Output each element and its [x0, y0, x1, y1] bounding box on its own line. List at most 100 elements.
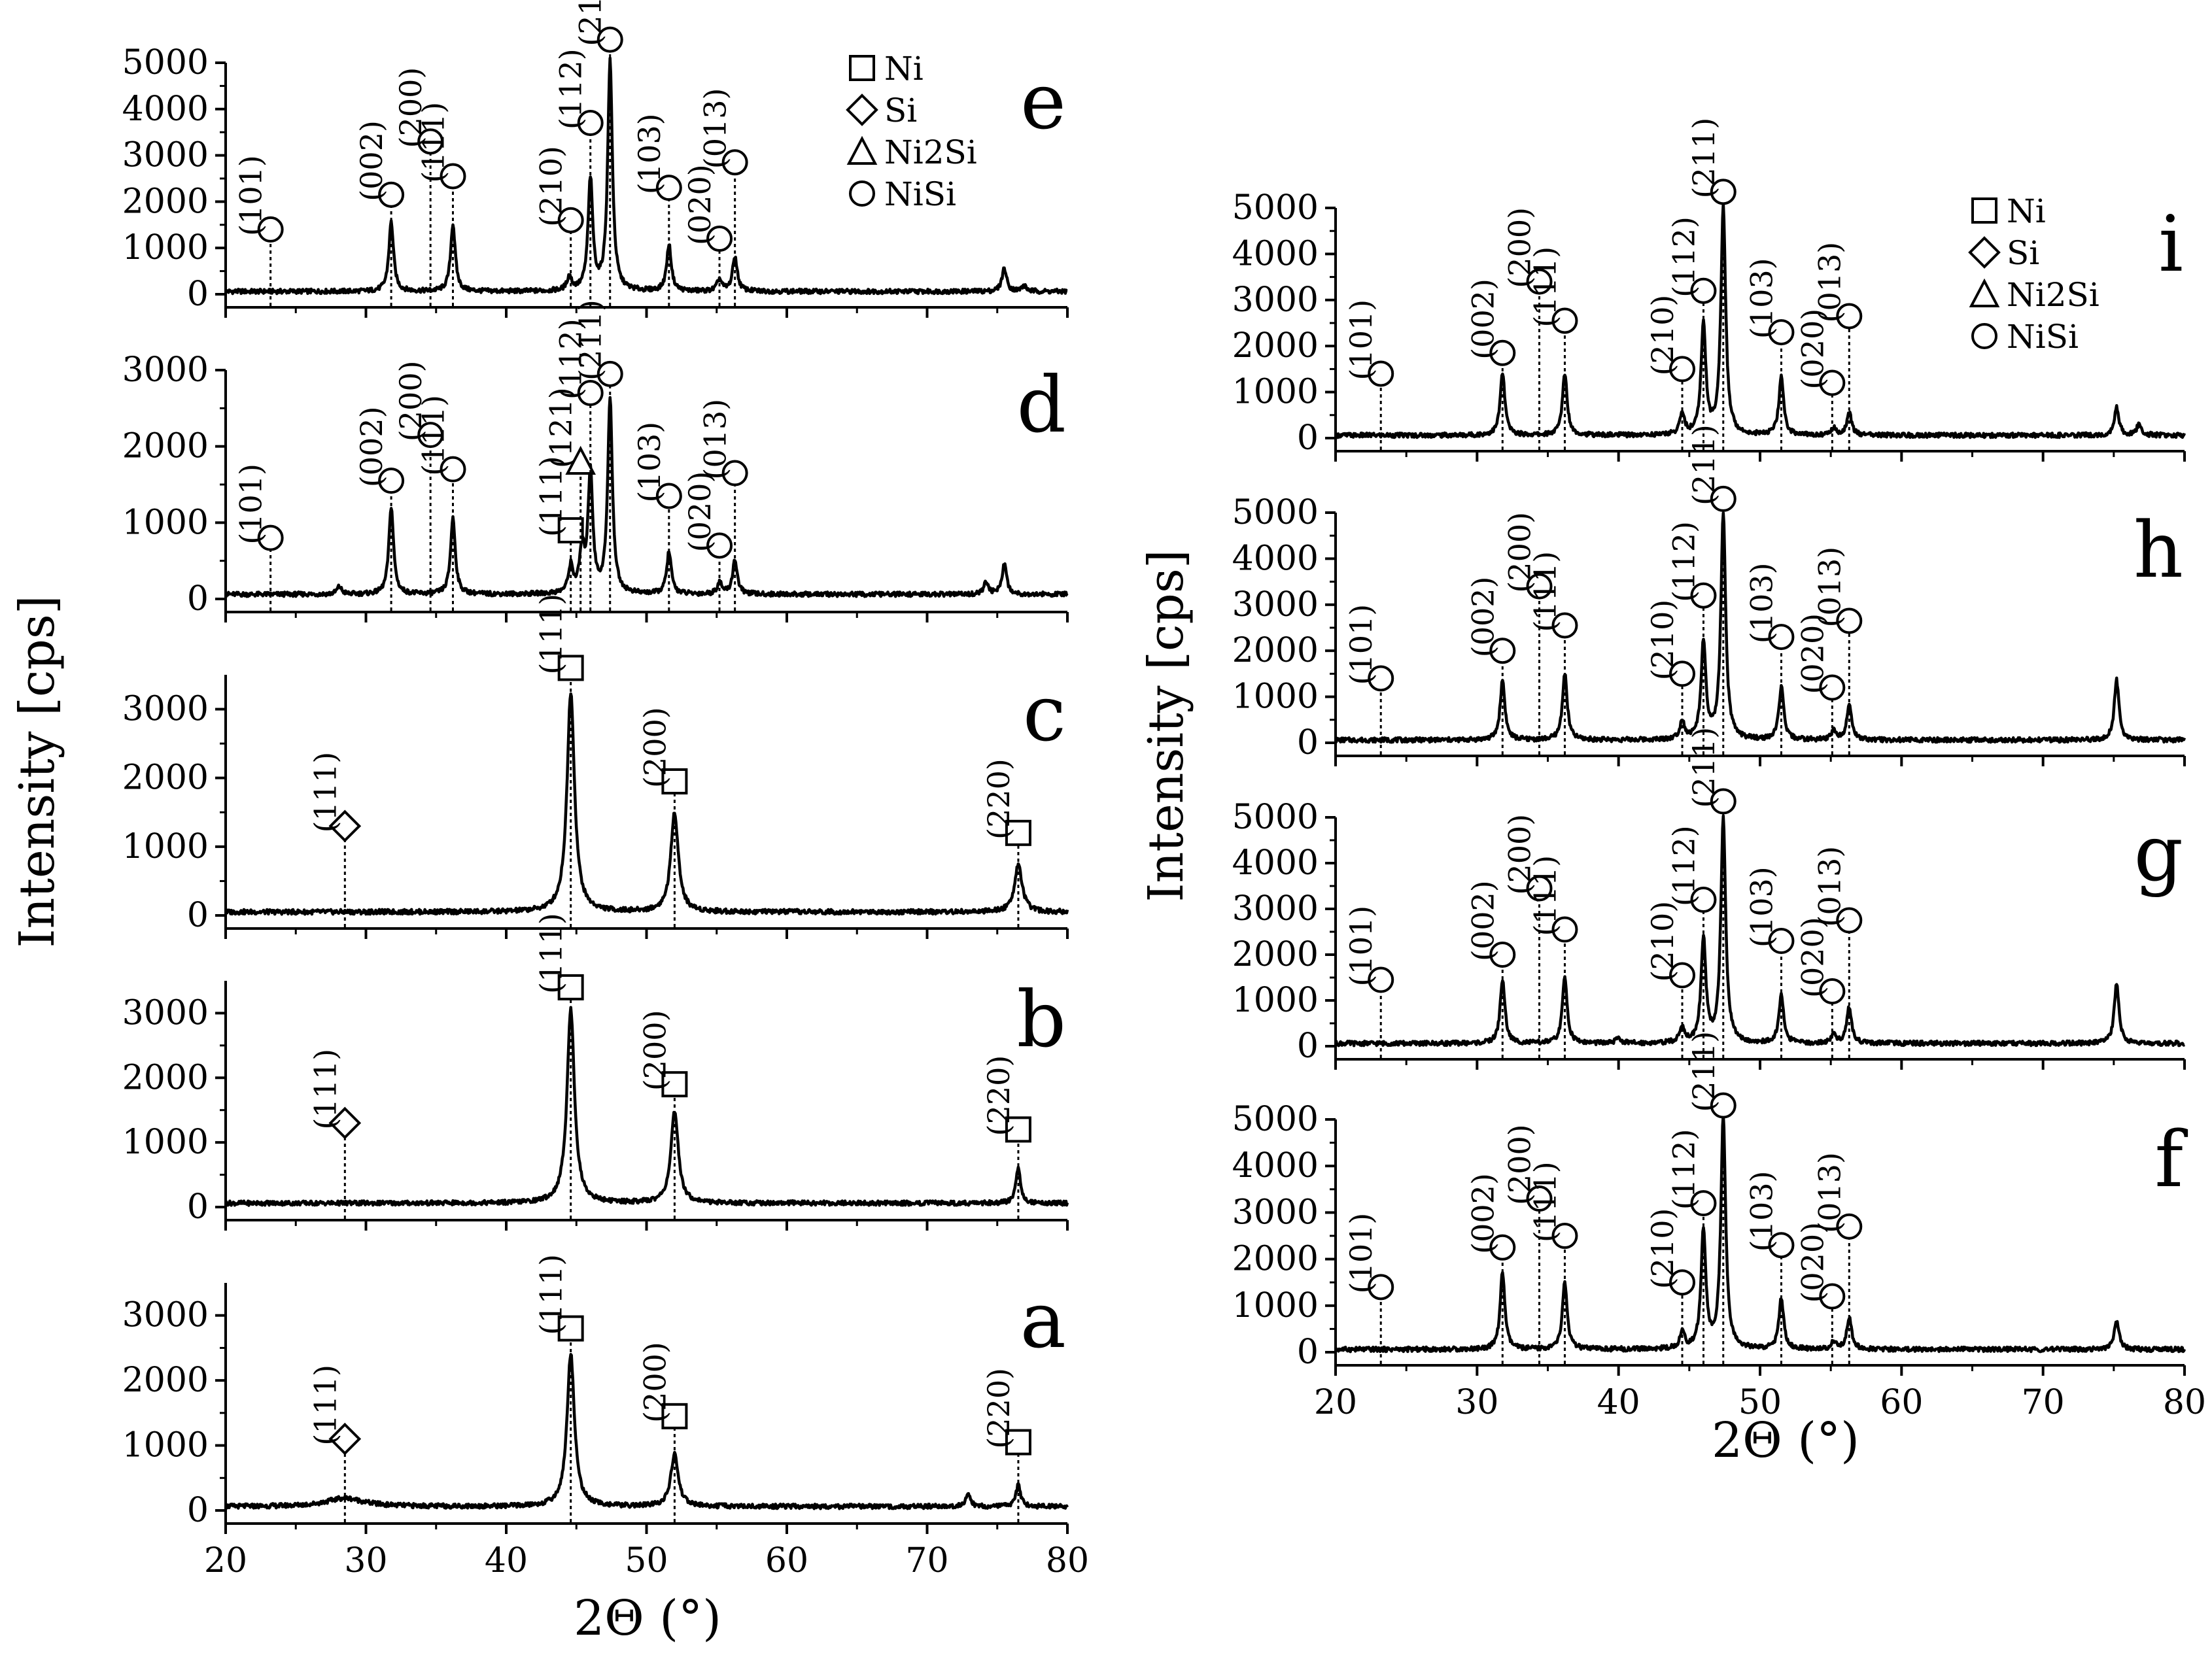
phase-marker-circle-icon: [1690, 1190, 1717, 1217]
panel-letter: i: [2158, 199, 2183, 289]
panel-a: 0 1000 2000 3000 20 30 40 50 60 70 80 (111) (111) (20…: [122, 1254, 1089, 1580]
peak-hkl-label: (200): [1502, 207, 1538, 288]
phase-marker-circle-icon: [1768, 928, 1795, 954]
peak-hkl-label: (111): [1527, 551, 1563, 632]
x-tick-label: 20: [204, 1541, 247, 1580]
panel-e: 0 1000 2000 3000 4000 5000 (101) (002)(200)(111…: [122, 0, 1069, 318]
peak-hkl-label: (112): [1666, 825, 1701, 906]
phase-marker-circle-icon: [1551, 916, 1578, 943]
peak-hkl-label: (111): [1527, 1161, 1563, 1242]
phase-marker-circle-icon: [1489, 638, 1516, 664]
phase-marker-circle-icon: [1489, 1234, 1516, 1261]
peak-hkl-label: (103): [1744, 562, 1779, 643]
y-tick-label: 3000: [122, 136, 209, 175]
y-tick-label: 4000: [122, 90, 209, 129]
x-tick-label: 30: [1455, 1383, 1498, 1422]
peak-hkl-label: (220): [981, 1055, 1016, 1136]
peak-hkl-label: (210): [1645, 295, 1680, 376]
peak-hkl-label: (111): [307, 1365, 343, 1446]
phase-marker-circle-icon: [440, 163, 466, 190]
phase-marker-diamond-icon: [328, 809, 362, 843]
peak-hkl-label: (013): [1812, 547, 1847, 628]
peak-hkl-label: (002): [1465, 279, 1500, 360]
y-tick-label: 2000: [122, 1361, 209, 1400]
peak-hkl-label: (112): [1666, 521, 1701, 602]
panel-letter: b: [1016, 974, 1066, 1065]
phase-marker-square-icon: [557, 974, 584, 1000]
peak-hkl-label: (111): [1527, 247, 1563, 328]
phase-marker-square-icon: [557, 1315, 584, 1342]
xrd-trace: [1334, 511, 2186, 744]
peak-hkl-label: (210): [1645, 600, 1680, 681]
legend-square-icon: [849, 55, 875, 81]
legend-label: Ni2Si: [884, 133, 977, 171]
y-tick-label: 3000: [1232, 889, 1319, 929]
y-tick-label: 2000: [1232, 935, 1319, 974]
y-tick-label: 0: [1297, 418, 1319, 458]
panel-letter: a: [1020, 1275, 1066, 1365]
xrd-trace: [1334, 201, 2186, 439]
phase-marker-circle-icon: [1710, 1092, 1737, 1119]
peak-hkl-label: (002): [354, 120, 389, 201]
phase-marker-diamond-icon: [328, 1106, 362, 1140]
peak-hkl-label: (220): [981, 1368, 1016, 1449]
phase-marker-circle-icon: [577, 380, 604, 406]
phase-marker-triangle-icon: [565, 445, 596, 475]
legend-square-icon: [1971, 197, 1997, 224]
y-tick-label: 2000: [122, 1058, 209, 1097]
panel-letter: c: [1023, 668, 1066, 758]
xrd-trace: [224, 56, 1069, 296]
peak-hkl-label: (111): [415, 395, 451, 476]
y-tick-label: 1000: [1232, 1286, 1319, 1325]
phase-marker-circle-icon: [1690, 887, 1717, 913]
peak-hkl-label: (211): [1686, 1031, 1721, 1112]
peak-hkl-label: (211): [573, 0, 608, 46]
peak-hkl-label: (101): [1343, 906, 1379, 987]
peak-hkl-label: (013): [698, 399, 733, 480]
phase-marker-circle-icon: [721, 149, 748, 176]
xrd-trace: [224, 1353, 1069, 1510]
legend-label: Si: [2007, 234, 2039, 272]
phase-marker-circle-icon: [1489, 339, 1516, 366]
x-tick-label: 80: [2163, 1383, 2206, 1422]
peak-hkl-label: (013): [1812, 846, 1847, 927]
left-y-axis-title: Intensity [cps]: [9, 595, 65, 947]
phase-marker-circle-icon: [706, 226, 733, 252]
y-tick-label: 2000: [122, 758, 209, 798]
phase-marker-circle-icon: [1836, 303, 1863, 330]
legend-triangle-icon: [1969, 278, 2000, 307]
x-tick-label: 70: [2022, 1383, 2065, 1422]
phase-marker-circle-icon: [1768, 1232, 1795, 1259]
y-tick-label: 0: [187, 1187, 209, 1227]
peak-hkl-label: (020): [682, 471, 717, 553]
xrd-trace: [1334, 814, 2186, 1048]
legend-triangle-icon: [846, 135, 878, 165]
peak-hkl-label: (013): [698, 88, 733, 169]
peak-hkl-label: (020): [1795, 917, 1830, 998]
peak-hkl-label: (111): [534, 456, 569, 537]
x-tick-label: 60: [1880, 1383, 1923, 1422]
phase-marker-circle-icon: [1489, 942, 1516, 968]
xrd-trace: [224, 396, 1069, 598]
right-x-axis-title: 2Θ (°): [1712, 1412, 1859, 1469]
peak-hkl-label: (020): [1795, 613, 1830, 694]
phase-marker-circle-icon: [378, 181, 405, 208]
peak-hkl-label: (211): [1686, 424, 1721, 505]
peak-hkl-label: (211): [1686, 727, 1721, 808]
peak-hkl-label: (211): [573, 299, 608, 381]
peak-hkl-label: (112): [1666, 1129, 1701, 1210]
y-tick-label: 2000: [1232, 326, 1319, 366]
y-tick-label: 3000: [122, 1296, 209, 1335]
peak-hkl-label: (111): [1527, 855, 1563, 936]
phase-marker-circle-icon: [1710, 179, 1737, 205]
panel-f: 0 1000 2000 3000 4000 5000 20 30 40 50 60 70 80 (101)…: [1232, 1031, 2206, 1422]
phase-marker-circle-icon: [1551, 307, 1578, 334]
panel-b: 0 1000 2000 3000 (111) (111) (200) (220)b: [122, 913, 1069, 1231]
peak-hkl-label: (200): [1502, 512, 1538, 593]
phase-marker-square-icon: [557, 517, 584, 543]
peak-hkl-label: (002): [1465, 880, 1500, 961]
y-tick-label: 4000: [1232, 844, 1319, 883]
legend-label: NiSi: [884, 175, 956, 213]
